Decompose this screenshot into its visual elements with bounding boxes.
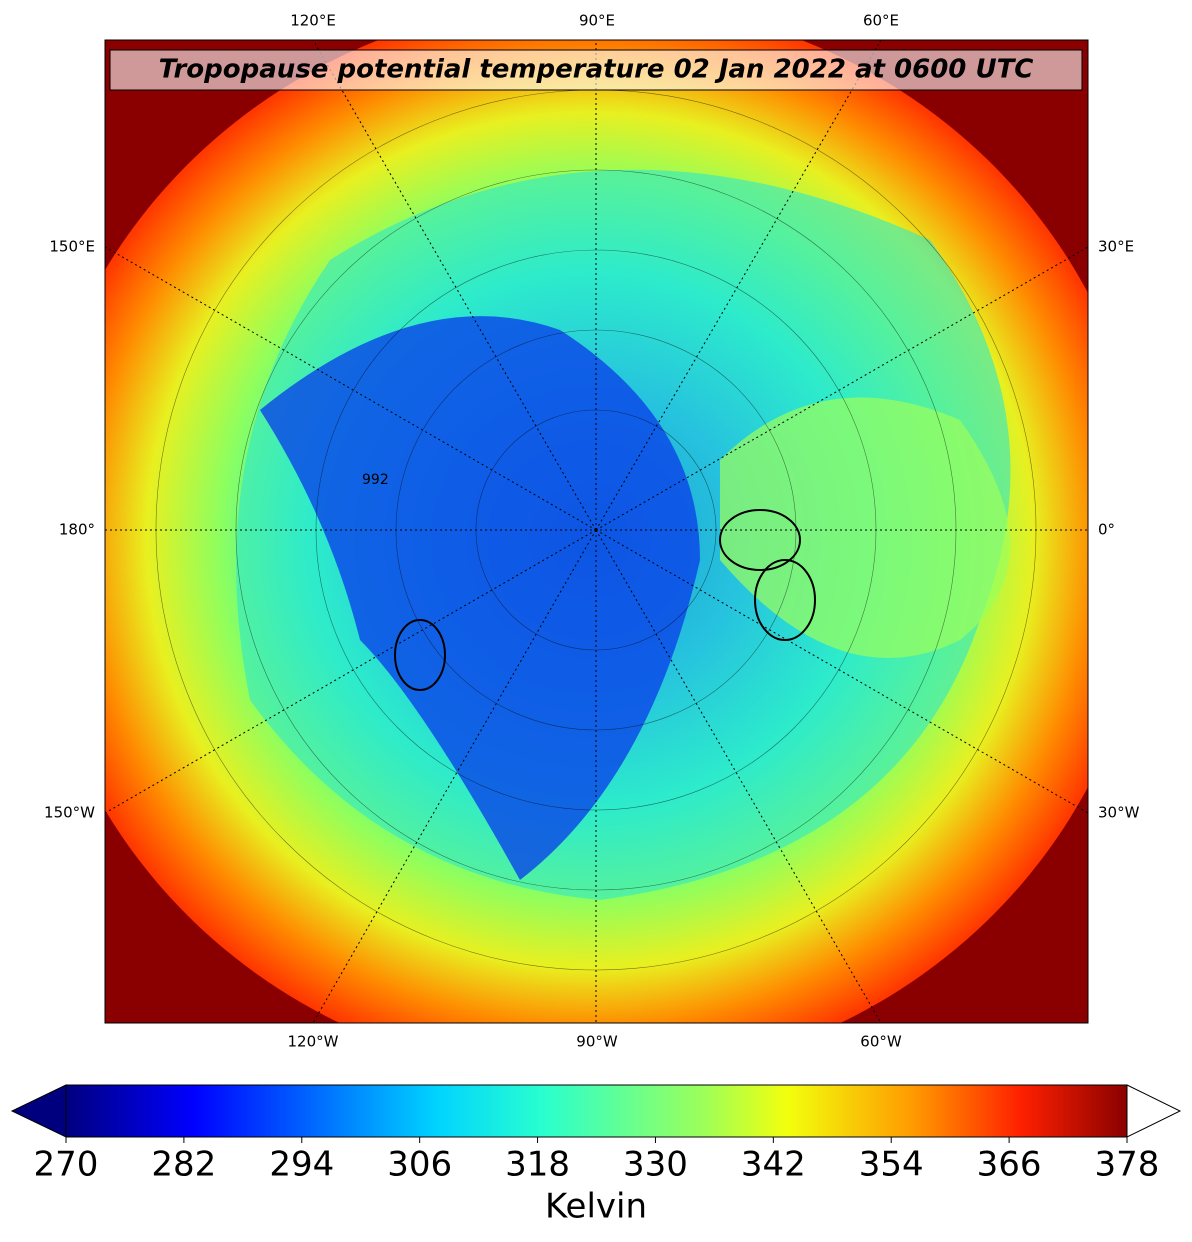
colorbar-extend-high [1126,1084,1182,1138]
map: 992 [105,40,1088,1023]
lon-label: 120°E [290,12,336,30]
colorbar-tick-label: 318 [505,1145,570,1185]
graticule [105,40,1088,1023]
contour-label: 992 [362,472,389,488]
colorbar-tick-label: 294 [269,1145,334,1185]
lon-label: 60°W [860,1033,902,1051]
colorbar-tick-label: 282 [151,1145,216,1185]
lon-label: 0° [1098,521,1115,539]
colorbar-tick-label: 366 [977,1145,1042,1185]
colorbar-body [66,1085,1127,1137]
lon-label: 30°E [1098,238,1134,256]
colorbar: Kelvin 270 282 294 306 318 330 342 354 366 378 [10,1084,1182,1227]
colorbar-ticks: 270 282 294 306 318 330 342 354 366 378 [34,1137,1160,1185]
lon-label: 60°E [863,12,899,30]
colorbar-tick-label: 306 [387,1145,452,1185]
colorbar-tick-label: 342 [741,1145,806,1185]
field-region [720,397,1010,658]
colorbar-frame [65,1084,1128,1138]
lon-label: 150°E [49,238,95,256]
colorbar-tick-label: 354 [859,1145,924,1185]
colorbar-tick-label: 378 [1095,1145,1160,1185]
colorbar-label: Kelvin [545,1187,647,1227]
pressure-contours [394,509,816,691]
lon-label: 180° [59,521,95,539]
lon-label: 90°W [576,1033,618,1051]
field-region [260,316,700,881]
colorbar-extend-low [10,1084,67,1138]
title-box [109,49,1083,91]
map-frame [104,39,1089,1024]
lon-label: 120°W [288,1033,339,1051]
title: Tropopause potential temperature 02 Jan … [159,55,1034,85]
lon-label: 150°W [44,804,95,822]
lon-label: 30°W [1098,804,1140,822]
lon-label: 90°E [579,12,615,30]
colorbar-tick-label: 330 [623,1145,688,1185]
axis-labels: 120°E 90°E 60°E 120°W 90°W 60°W 150°E 180° 150°W… [44,12,1140,1051]
colorbar-tick-label: 270 [34,1145,99,1185]
